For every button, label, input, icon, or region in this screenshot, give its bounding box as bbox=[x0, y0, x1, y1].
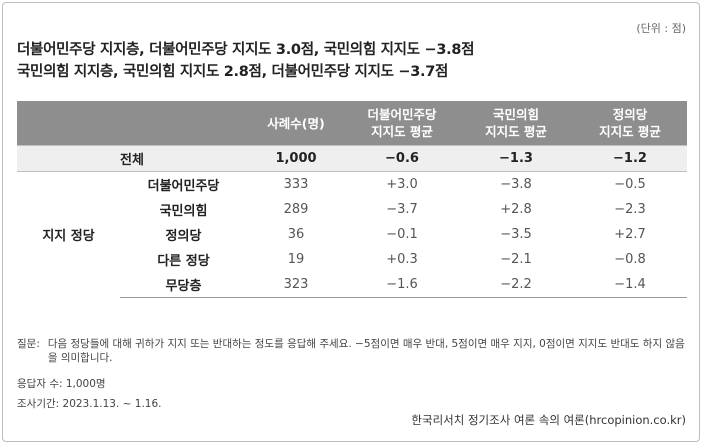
header-dem-line2: 지지도 평균 bbox=[371, 124, 433, 139]
header-jus-line1: 정의당 bbox=[612, 107, 648, 122]
table-row: 다른 정당 19 +0.3 −2.1 −0.8 bbox=[17, 247, 687, 272]
unit-label: (단위 : 점) bbox=[636, 22, 686, 35]
table-row: 무당층 323 −1.6 −2.2 −1.4 bbox=[17, 272, 687, 298]
row-ppp: −3.5 bbox=[500, 227, 532, 242]
group-label: 지지 정당 bbox=[42, 229, 95, 245]
headline: 더불어민주당 지지층, 더불어민주당 지지도 3.0점, 국민의힘 지지도 −3… bbox=[17, 39, 474, 83]
table-row: 정의당 36 −0.1 −3.5 +2.7 bbox=[17, 222, 687, 247]
row-count: 36 bbox=[287, 227, 305, 242]
row-jus: −1.4 bbox=[573, 272, 687, 298]
row-count: 19 bbox=[287, 252, 305, 267]
row-label: 더불어민주당 bbox=[147, 179, 220, 194]
header-ppp-line2: 지지도 평균 bbox=[485, 124, 547, 139]
total-jus: −1.2 bbox=[573, 145, 687, 172]
row-count: 323 bbox=[247, 272, 345, 298]
source-note: 한국리서치 정기조사 여론 속의 여론(hrcopinion.co.kr) bbox=[411, 413, 686, 427]
row-jus: +2.7 bbox=[614, 227, 646, 242]
total-label: 전체 bbox=[17, 145, 247, 172]
row-dem: +0.3 bbox=[386, 252, 418, 267]
table-row-total: 전체 1,000 −0.6 −1.3 −1.2 bbox=[17, 145, 687, 172]
headline-line-1: 더불어민주당 지지층, 더불어민주당 지지도 3.0점, 국민의힘 지지도 −3… bbox=[17, 42, 475, 58]
header-jus: 정의당 지지도 평균 bbox=[573, 101, 687, 146]
row-dem: −0.1 bbox=[386, 227, 418, 242]
row-jus: −0.8 bbox=[614, 252, 646, 267]
row-label: 정의당 bbox=[165, 229, 202, 244]
row-ppp: −2.1 bbox=[500, 252, 532, 267]
results-table: 사례수(명) 더불어민주당 지지도 평균 국민의힘 지지도 평균 정의당 지지도… bbox=[17, 101, 687, 298]
question-label: 질문: bbox=[17, 338, 40, 350]
survey-period-note: 조사기간: 2023.1.13. ~ 1.16. bbox=[17, 398, 162, 410]
header-dem-line1: 더불어민주당 bbox=[367, 107, 437, 122]
respondents-note: 응답자 수: 1,000명 bbox=[17, 378, 106, 390]
row-label: 무당층 bbox=[120, 272, 247, 298]
headline-line-2: 국민의힘 지지층, 국민의힘 지지도 2.8점, 더불어민주당 지지도 −3.7… bbox=[17, 64, 449, 80]
header-blank bbox=[17, 101, 247, 146]
header-dem: 더불어민주당 지지도 평균 bbox=[345, 101, 459, 146]
total-ppp: −1.3 bbox=[459, 145, 573, 172]
row-label: 다른 정당 bbox=[157, 254, 210, 269]
header-count: 사례수(명) bbox=[247, 101, 345, 146]
row-dem: −1.6 bbox=[345, 272, 459, 298]
row-ppp: −2.2 bbox=[459, 272, 573, 298]
question-text: 다음 정당들에 대해 귀하가 지지 또는 반대하는 정도를 응답해 주세요. −… bbox=[47, 338, 685, 364]
question-note: 질문: 다음 정당들에 대해 귀하가 지지 또는 반대하는 정도를 응답해 주세… bbox=[17, 337, 687, 365]
header-jus-line2: 지지도 평균 bbox=[599, 124, 661, 139]
row-count: 289 bbox=[283, 202, 309, 217]
header-ppp: 국민의힘 지지도 평균 bbox=[459, 101, 573, 146]
row-jus: −2.3 bbox=[614, 202, 646, 217]
row-count: 333 bbox=[283, 177, 309, 192]
total-count: 1,000 bbox=[247, 145, 345, 172]
table-header-row: 사례수(명) 더불어민주당 지지도 평균 국민의힘 지지도 평균 정의당 지지도… bbox=[17, 101, 687, 146]
row-jus: −0.5 bbox=[614, 177, 646, 192]
row-label: 국민의힘 bbox=[159, 204, 208, 219]
row-dem: −3.7 bbox=[386, 202, 418, 217]
row-dem: +3.0 bbox=[386, 177, 418, 192]
row-ppp: −3.8 bbox=[500, 177, 532, 192]
table-row: 국민의힘 289 −3.7 +2.8 −2.3 bbox=[17, 197, 687, 222]
total-dem: −0.6 bbox=[345, 145, 459, 172]
row-ppp: +2.8 bbox=[500, 202, 532, 217]
card-frame bbox=[2, 2, 700, 442]
header-ppp-line1: 국민의힘 bbox=[492, 107, 539, 122]
table-row: 지지 정당 더불어민주당 333 +3.0 −3.8 −0.5 bbox=[17, 172, 687, 244]
